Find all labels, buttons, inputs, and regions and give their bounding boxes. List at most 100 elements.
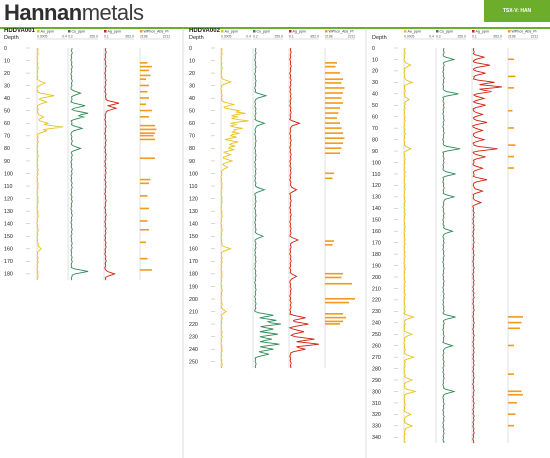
- depth-tick-label: 140: [4, 222, 13, 228]
- wpal-bar: [140, 69, 149, 72]
- wpal-bar: [325, 147, 342, 149]
- wpal-bar: [325, 276, 342, 279]
- depth-tick-label: 80: [4, 146, 10, 152]
- depth-tick-label: 130: [372, 195, 381, 201]
- wpal-bar: [140, 138, 155, 141]
- legend-swatch: [221, 30, 224, 33]
- depth-tick-label: 240: [372, 321, 381, 327]
- wpal-bar: [140, 90, 148, 93]
- wpal-bar: [140, 178, 151, 181]
- wpal-bar: [325, 132, 343, 134]
- depth-tick-label: 220: [372, 298, 381, 304]
- wpal-bar: [325, 152, 340, 155]
- depth-tick-label: 130: [189, 209, 198, 215]
- wpal-bar: [140, 128, 157, 131]
- track-max: 0.4: [429, 35, 434, 39]
- depth-tick-label: 170: [189, 259, 198, 265]
- depth-tick-label: 0: [372, 46, 375, 52]
- assay-line: [254, 47, 281, 369]
- track-min: 0.0005: [221, 35, 231, 39]
- track-name: WPhce_Abs_Pl: [144, 30, 169, 34]
- depth-tick-label: 50: [189, 109, 195, 115]
- wpal-bar: [325, 240, 334, 242]
- depth-tick-label: 10: [4, 58, 10, 64]
- depth-tick-label: 160: [372, 229, 381, 235]
- wpal-bar: [325, 244, 333, 246]
- track-name: Au_ppm: [408, 30, 421, 34]
- depth-tick-label: 310: [372, 401, 381, 407]
- depth-tick-label: 300: [372, 389, 381, 395]
- track-name: Au_ppm: [41, 30, 54, 34]
- depth-tick-label: 40: [372, 92, 378, 98]
- wpal-bar: [508, 424, 514, 427]
- wpal-bar: [140, 241, 146, 244]
- depth-tick-label: 60: [372, 115, 378, 121]
- wpal-bar: [508, 401, 517, 404]
- wpal-bar: [325, 177, 333, 180]
- wpal-bar: [140, 78, 146, 80]
- depth-tick-label: 180: [189, 272, 198, 278]
- track-min: 0.1: [104, 35, 109, 39]
- wpal-bar: [325, 320, 343, 323]
- wpal-bar: [140, 74, 151, 77]
- depth-tick-label: 20: [189, 71, 195, 77]
- depth-tick-label: 100: [4, 171, 13, 177]
- wpal-bar: [508, 109, 513, 112]
- legend-swatch: [140, 30, 143, 33]
- depth-tick-label: 140: [372, 206, 381, 212]
- ticker-badge: TSX-V: HAN: [484, 0, 550, 22]
- wpal-bar: [140, 157, 155, 160]
- wpal-bar: [140, 257, 148, 260]
- wpal-bar: [508, 87, 514, 89]
- wpal-bar: [140, 109, 152, 112]
- assay-line: [288, 47, 320, 369]
- track-name: Cu_ppm: [440, 30, 454, 34]
- wpal-bar: [508, 58, 514, 61]
- depth-tick-label: 180: [372, 252, 381, 258]
- wpal-bar: [325, 301, 349, 304]
- wpal-bar: [325, 72, 340, 74]
- wpal-bar: [140, 220, 148, 222]
- depth-tick-label: 180: [4, 272, 13, 278]
- depth-tick-label: 90: [189, 159, 195, 165]
- wpal-bar: [140, 103, 146, 106]
- depth-tick-label: 120: [189, 196, 198, 202]
- legend-swatch: [472, 30, 475, 33]
- track-max: 2211: [348, 35, 355, 39]
- depth-tick-label: 100: [189, 171, 198, 177]
- wpal-bar: [325, 137, 345, 139]
- track-name: Ag_ppm: [108, 30, 121, 34]
- wpal-bar: [325, 102, 343, 104]
- wpal-bar: [508, 373, 514, 375]
- wpal-bar: [508, 316, 523, 318]
- hole-title: HDDVA002: [189, 28, 221, 34]
- wpal-bar: [325, 97, 342, 99]
- depth-tick-label: 10: [189, 58, 195, 64]
- track-name: Ag_ppm: [293, 30, 306, 34]
- wpal-bar: [325, 87, 345, 89]
- wpal-bar: [325, 172, 334, 175]
- assay-line: [220, 47, 249, 369]
- depth-tick-label: 140: [189, 222, 198, 228]
- wpal-bar: [508, 155, 514, 158]
- wpal-bar: [140, 62, 148, 64]
- track-name: Cu_ppm: [72, 30, 86, 34]
- depth-tick-label: 70: [4, 134, 10, 140]
- legend-swatch: [37, 30, 40, 33]
- depth-tick-label: 10: [372, 57, 378, 63]
- track-max: 250.0: [275, 35, 284, 39]
- wpal-bar: [140, 228, 149, 231]
- depth-tick-label: 190: [372, 263, 381, 269]
- depth-tick-label: 280: [372, 366, 381, 372]
- depth-tick-label: 30: [189, 83, 195, 89]
- wpal-bar: [325, 78, 343, 80]
- track-min: 0.1: [289, 35, 294, 39]
- wpal-bar: [325, 122, 340, 124]
